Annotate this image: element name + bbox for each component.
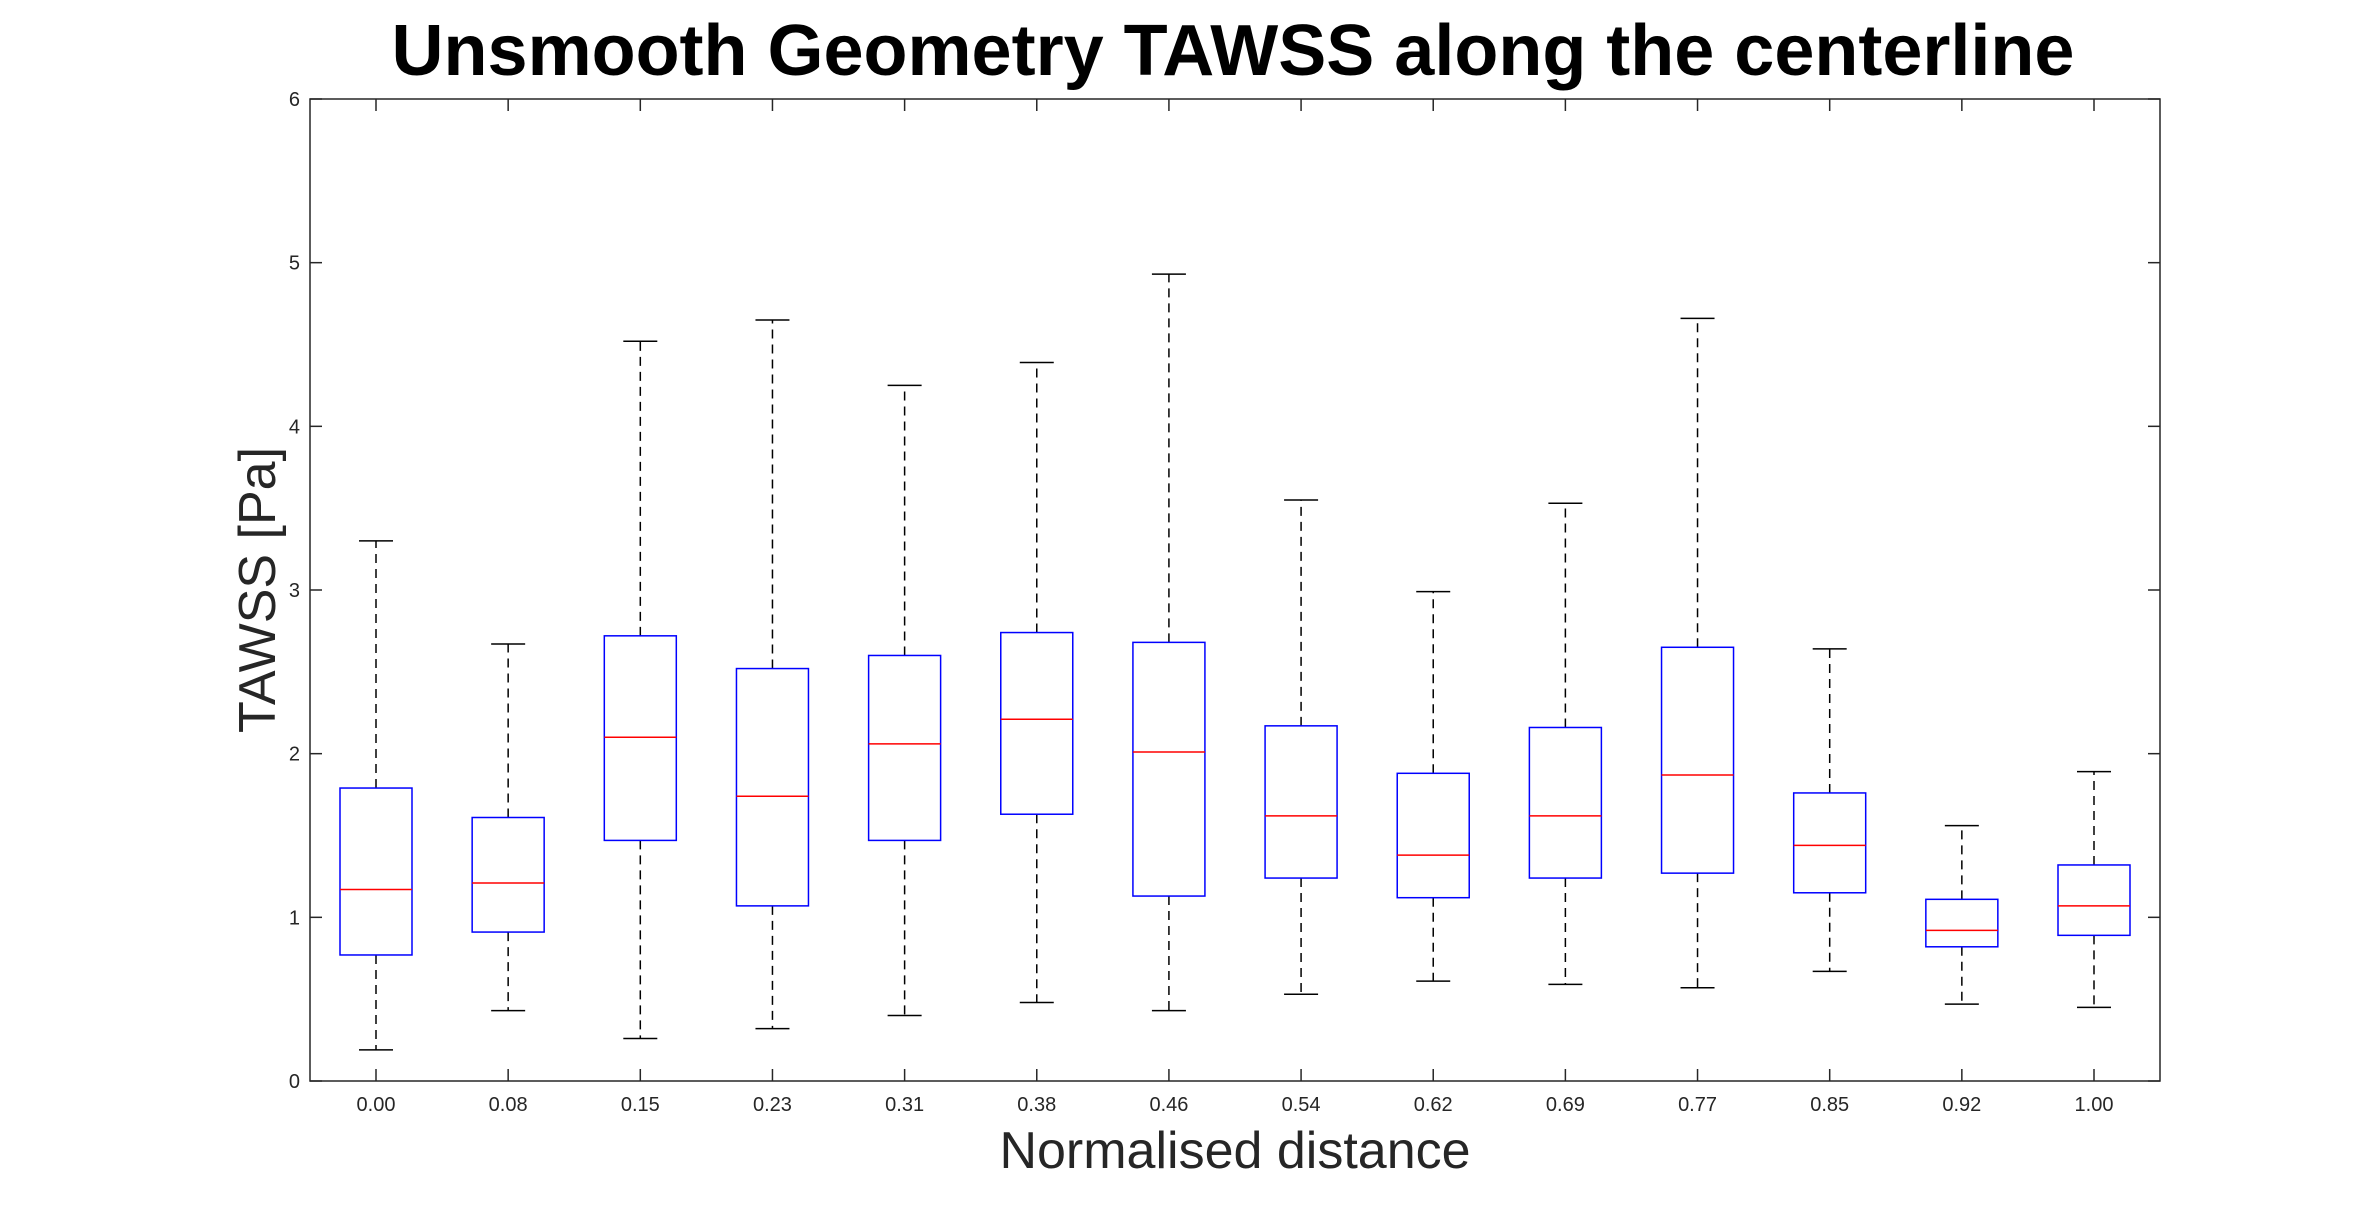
interquartile-box	[867, 654, 942, 842]
x-tick-label: 1.00	[2075, 1094, 2114, 1116]
x-tick-label: 0.31	[885, 1094, 924, 1116]
x-tick-label: 0.54	[1282, 1094, 1321, 1116]
box-0.54	[1264, 499, 1338, 996]
box-0.15	[603, 340, 678, 1040]
x-tick-label: 0.46	[1149, 1094, 1188, 1116]
interquartile-box	[1660, 646, 1735, 874]
x-tick-label: 0.15	[621, 1094, 660, 1116]
x-tick-label: 0.77	[1678, 1094, 1717, 1116]
interquartile-box	[1132, 641, 1206, 897]
x-tick-label: 0.92	[1942, 1094, 1981, 1116]
x-tick-label: 0.62	[1414, 1094, 1453, 1116]
box-1.00	[2057, 770, 2131, 1009]
interquartile-box	[1792, 792, 1867, 894]
interquartile-box	[1396, 772, 1470, 899]
interquartile-box	[1264, 725, 1338, 879]
y-tick-label: 1	[289, 907, 300, 929]
interquartile-box	[471, 816, 545, 933]
box-0.31	[867, 384, 942, 1017]
box-0.92	[1925, 824, 1999, 1005]
box-series	[339, 273, 2131, 1051]
interquartile-box	[339, 787, 413, 956]
box-0.46	[1132, 273, 1206, 1012]
chart-title: Unsmooth Geometry TAWSS along the center…	[392, 11, 2075, 91]
x-tick-label: 0.69	[1546, 1094, 1585, 1116]
interquartile-box	[735, 667, 810, 907]
box-0.08	[471, 643, 545, 1012]
interquartile-box	[1925, 898, 1999, 948]
box-0.62	[1396, 590, 1470, 982]
plot-area-frame	[309, 98, 2161, 1082]
box-0.23	[735, 319, 810, 1030]
box-0.38	[1000, 361, 1074, 1004]
box-0.69	[1528, 502, 1603, 986]
y-axis-label: TAWSS [Pa]	[229, 447, 287, 733]
box-0.00	[339, 540, 413, 1051]
y-tick-label: 2	[289, 744, 300, 766]
y-tick-label: 6	[289, 89, 300, 111]
x-tick-label: 0.38	[1017, 1094, 1056, 1116]
y-tick-label: 5	[289, 253, 300, 275]
x-tick-label: 0.00	[357, 1094, 396, 1116]
box-0.77	[1660, 317, 1735, 989]
y-tick-label: 0	[289, 1071, 300, 1093]
y-tick-label: 3	[289, 580, 300, 602]
interquartile-box	[1528, 726, 1603, 879]
x-tick-label: 0.85	[1810, 1094, 1849, 1116]
y-axis: 0 1 2 3 4 5 6	[289, 89, 2160, 1093]
x-axis-label: Normalised distance	[999, 1122, 1470, 1180]
y-tick-label: 4	[289, 416, 300, 438]
x-tick-label: 0.08	[489, 1094, 528, 1116]
interquartile-box	[1000, 631, 1074, 815]
x-tick-label: 0.23	[753, 1094, 792, 1116]
box-0.85	[1792, 648, 1867, 973]
interquartile-box	[603, 635, 678, 842]
x-axis: 0.00 0.08 0.15 0.23 0.31 0.38 0.46 0.54 0.62 0.69…	[357, 99, 2114, 1116]
interquartile-box	[2057, 864, 2131, 937]
